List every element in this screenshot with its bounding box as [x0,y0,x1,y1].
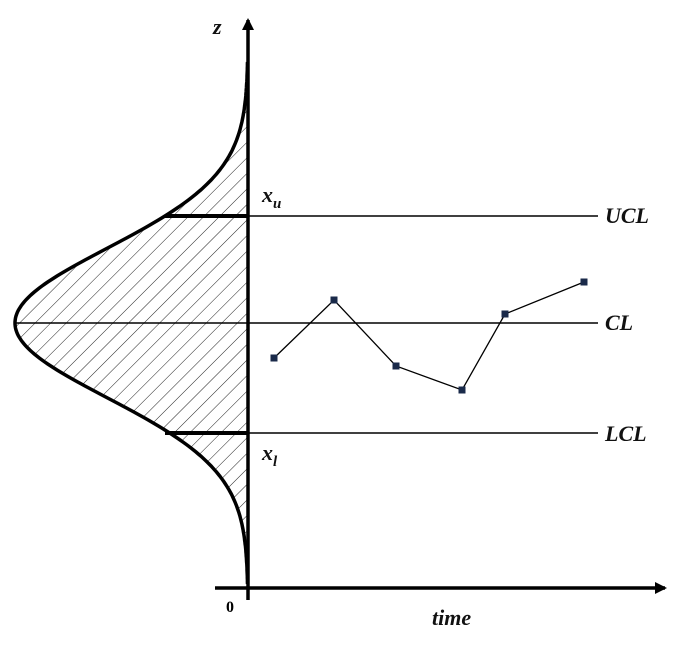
symbol: x [261,440,273,465]
time-label: time [432,605,471,630]
lcl-label: LCL [604,421,647,446]
ucl-label: UCL [605,203,649,228]
sample-point [501,310,509,318]
symbol: x [261,182,273,207]
cl-label: CL [605,310,633,335]
lower-limit-value: xl [261,440,278,470]
sample-point [580,278,588,286]
origin-label: 0 [226,599,234,616]
subscript: u [273,196,281,212]
upper-limit-value: xu [261,182,281,212]
sample-point [458,386,466,394]
sample-point [270,354,278,362]
sample-line [273,281,585,391]
sample-points [270,278,588,394]
z-label: z [212,14,222,39]
sample-point [330,296,338,304]
subscript: l [273,454,278,470]
sample-point [392,362,400,370]
